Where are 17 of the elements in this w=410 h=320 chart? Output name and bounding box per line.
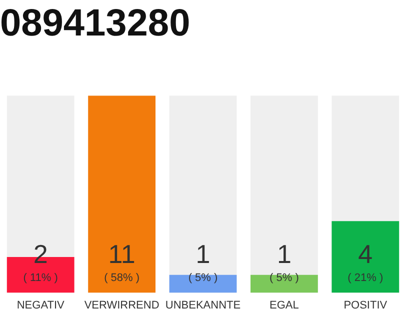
bar <box>169 274 237 293</box>
annotation: ( 5% ) <box>270 272 299 284</box>
data-label: 11 <box>108 238 136 269</box>
annotation: ( 21% ) <box>348 272 384 284</box>
data-label: 1 <box>196 238 210 269</box>
annotation: ( 5% ) <box>188 272 218 284</box>
annotation: ( 58% ) <box>104 272 140 284</box>
x-tick-label: EGAL <box>270 299 299 312</box>
data-label: 1 <box>276 238 292 269</box>
annotation: ( 11% ) <box>23 272 58 284</box>
x-tick-label: VERWIRREND <box>84 299 160 312</box>
bar <box>250 274 318 293</box>
x-tick-label: NEGATIV <box>16 299 65 312</box>
chart-title: 089413280 <box>0 2 190 44</box>
x-tick-label: POSITIV <box>344 299 388 312</box>
data-label: 4 <box>358 238 373 269</box>
x-tick-label: UNBEKANNTE <box>165 299 241 312</box>
